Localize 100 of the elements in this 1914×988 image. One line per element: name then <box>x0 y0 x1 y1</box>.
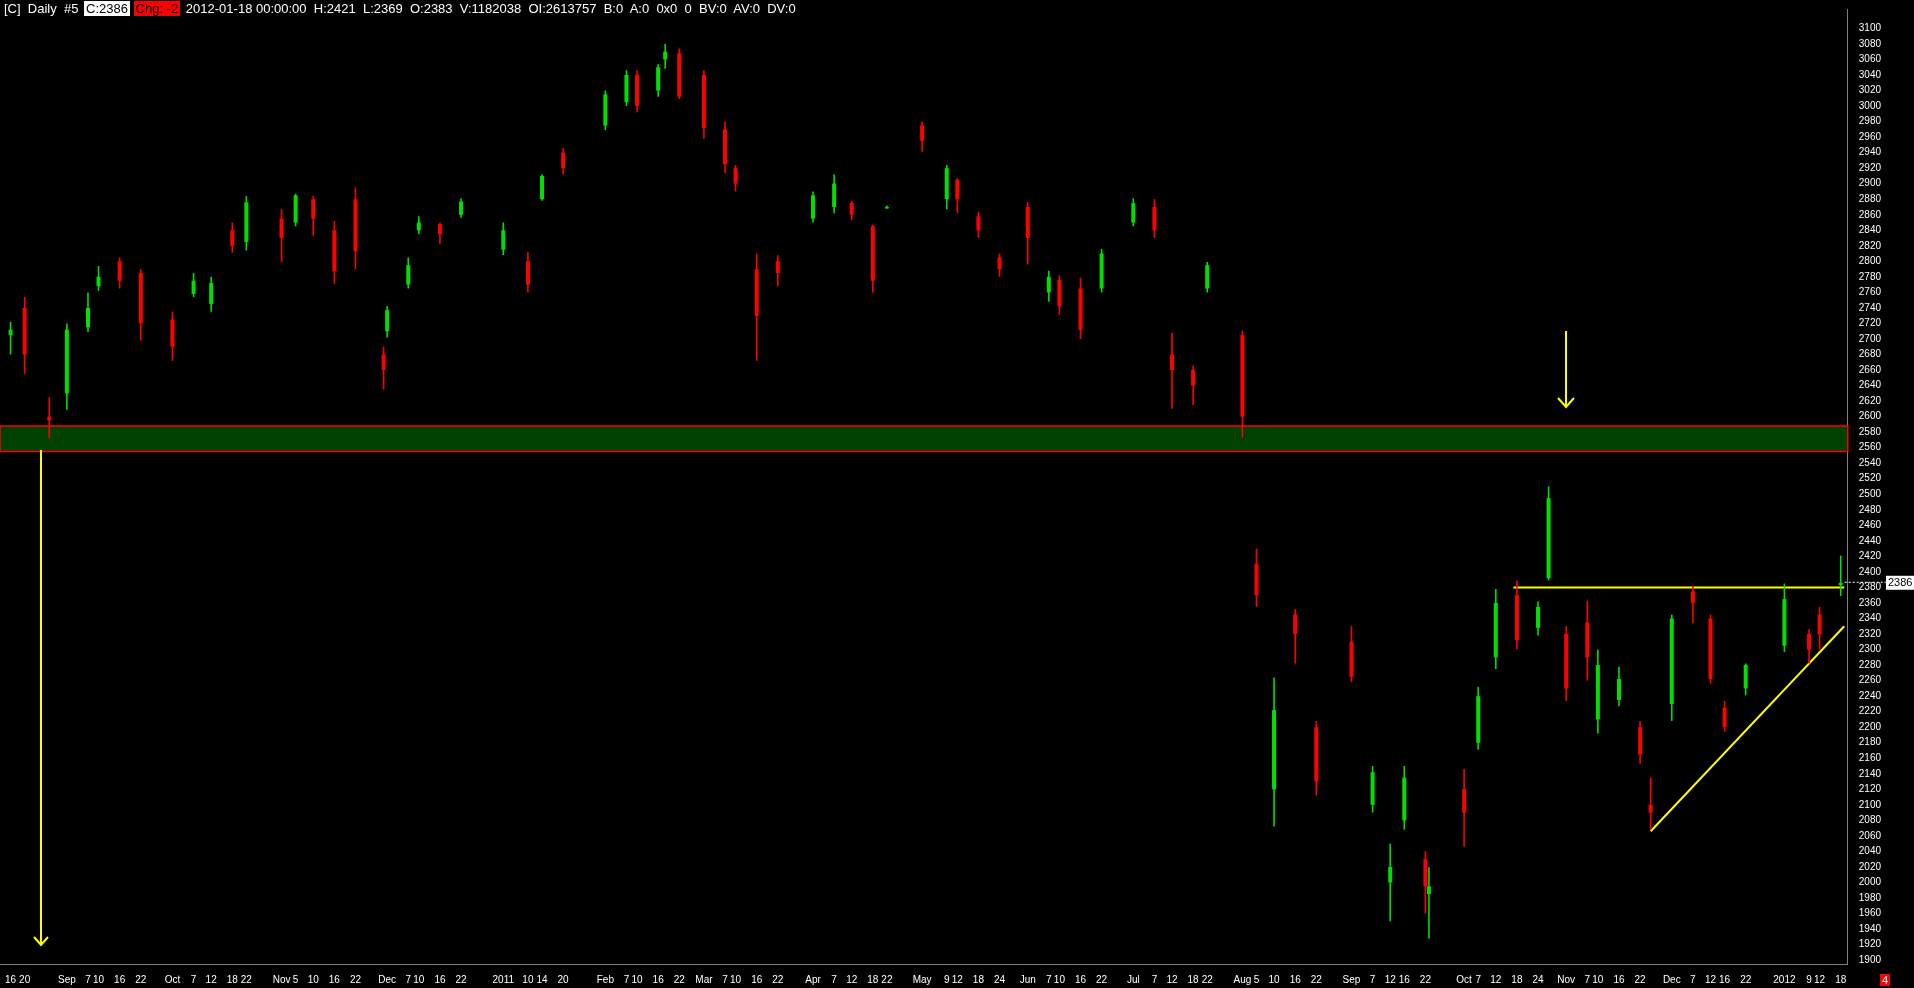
candlestick <box>656 63 661 98</box>
x-tick-label: 18 <box>972 973 985 985</box>
x-tick-label: 12 <box>1490 973 1502 985</box>
x-tick-label: 9 <box>943 973 950 985</box>
candlestick <box>663 43 668 70</box>
y-tick-label: 2000 <box>1858 876 1882 888</box>
candlestick <box>1388 842 1393 923</box>
candlestick <box>117 256 122 290</box>
x-tick-label: 22 <box>1740 973 1752 985</box>
candlestick <box>920 120 925 153</box>
x-tick-label: Dec <box>1662 973 1681 985</box>
y-tick-label: 2920 <box>1858 161 1882 173</box>
y-tick-label: 2480 <box>1858 503 1882 515</box>
x-tick-label: Apr <box>805 973 822 985</box>
x-tick-label: Mar <box>695 973 714 985</box>
candlestick <box>1690 585 1695 624</box>
candlestick <box>1722 699 1727 733</box>
candlestick <box>775 254 780 287</box>
y-tick-label: 2020 <box>1858 860 1882 872</box>
x-tick-label: 18 <box>867 973 879 985</box>
y-tick-label: 3040 <box>1858 68 1882 80</box>
candlestick <box>976 210 981 239</box>
candlestick <box>811 190 816 224</box>
y-tick-label: 2320 <box>1858 627 1882 639</box>
candlestick <box>1648 776 1653 831</box>
y-tick-label: 2640 <box>1858 379 1882 391</box>
candlestick <box>1807 628 1812 665</box>
x-tick-label: 24 <box>1532 973 1545 985</box>
x-tick-label: 10 <box>631 973 644 985</box>
candlestick <box>1462 768 1467 848</box>
x-tick-label: 16 <box>1613 973 1625 985</box>
x-tick-label: 12 <box>1704 973 1717 985</box>
candlestick <box>437 221 442 246</box>
candlestick <box>849 199 854 221</box>
x-tick-label: 14 <box>536 973 549 985</box>
x-tick-label: Feb <box>596 973 615 985</box>
y-tick-label: 2180 <box>1858 736 1882 748</box>
x-tick-label: 22 <box>349 973 362 985</box>
y-tick-label: 2560 <box>1858 441 1882 453</box>
x-tick-label: 22 <box>1201 973 1214 985</box>
x-tick-label: 10 <box>307 973 320 985</box>
x-tick-label: 5 <box>1253 973 1260 985</box>
y-tick-label: 2660 <box>1858 363 1882 375</box>
candlestick <box>955 177 960 214</box>
x-tick-label: Jul <box>1126 973 1140 985</box>
y-tick-label: 2060 <box>1858 829 1882 841</box>
candlestick <box>832 173 837 214</box>
x-tick-label: 7 <box>1369 973 1376 985</box>
x-tick-label: 18 <box>1835 973 1847 985</box>
y-tick-label: 2240 <box>1858 689 1882 701</box>
candlestick <box>8 321 13 356</box>
y-tick-label: 2220 <box>1858 705 1882 717</box>
x-tick-label: 22 <box>772 973 784 985</box>
x-tick-label: 16 <box>5 973 17 985</box>
x-tick-label: 20 <box>557 973 570 985</box>
x-tick-label: 22 <box>1310 973 1323 985</box>
y-tick-label: 2300 <box>1858 643 1882 655</box>
y-tick-label: 1920 <box>1858 938 1882 950</box>
y-tick-label: 2600 <box>1858 410 1882 422</box>
y-tick-label: 2960 <box>1858 130 1882 142</box>
y-tick-label: 2820 <box>1858 239 1882 251</box>
y-tick-label: 2980 <box>1858 115 1882 127</box>
x-tick-label: Aug <box>1233 973 1252 985</box>
x-tick-label: 10 <box>1592 973 1604 985</box>
candlestick <box>1743 662 1748 697</box>
x-tick-label: Nov <box>1557 973 1576 985</box>
x-tick-label: 22 <box>673 973 686 985</box>
x-tick-label: 22 <box>1419 973 1432 985</box>
x-tick-label: Jun <box>1019 973 1036 985</box>
candlestick <box>385 305 390 339</box>
chart-title: [C] Daily #5 <box>3 1 80 16</box>
candlestick <box>997 252 1002 278</box>
x-tick-label: 7 <box>623 973 630 985</box>
x-tick-label: 2012 <box>1773 973 1796 985</box>
y-tick-label: 3000 <box>1858 99 1882 111</box>
x-tick-label: 22 <box>881 973 893 985</box>
x-tick-label: 10 <box>413 973 425 985</box>
y-tick-label: 2860 <box>1858 208 1882 220</box>
y-tick-label: 2680 <box>1858 348 1882 360</box>
annotation: Chg: -2 <box>133 1 181 16</box>
annotation: 2386 <box>1888 575 1913 588</box>
x-tick-label: 7 <box>190 973 197 985</box>
x-tick-label: Dec <box>378 973 397 985</box>
candlestick <box>1170 331 1174 410</box>
x-tick-label: 7 <box>722 973 729 985</box>
y-tick-label: 2780 <box>1858 270 1882 282</box>
x-tick-label: 16 <box>1289 973 1302 985</box>
y-tick-label: 2460 <box>1858 519 1882 531</box>
candlestick <box>85 291 90 333</box>
x-tick-label: 22 <box>135 973 147 985</box>
x-tick-label: 24 <box>993 973 1006 985</box>
x-tick-label: 22 <box>455 973 468 985</box>
x-tick-label: 7 <box>1690 973 1697 985</box>
x-tick-label: 16 <box>328 973 341 985</box>
candlestick <box>230 221 235 254</box>
y-tick-label: 2260 <box>1858 674 1882 686</box>
x-tick-label: 12 <box>1166 973 1178 985</box>
y-tick-label: 1940 <box>1858 922 1882 934</box>
x-tick-label: 7 <box>85 973 92 985</box>
y-tick-label: 1960 <box>1858 907 1882 919</box>
